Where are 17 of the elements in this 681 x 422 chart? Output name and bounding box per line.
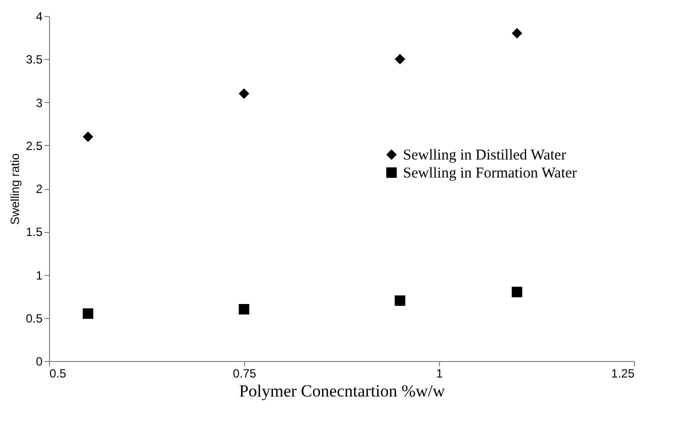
y-tick-label: 0 bbox=[36, 354, 43, 368]
y-tick-label: 1 bbox=[36, 268, 43, 282]
y-tick-label: 4 bbox=[36, 10, 43, 24]
x-tick-label: 0.5 bbox=[50, 366, 67, 380]
y-axis-title: Swelling ratio bbox=[8, 152, 22, 225]
y-tick-label: 1.5 bbox=[26, 225, 43, 240]
x-tick-label: 0.75 bbox=[232, 366, 256, 380]
x-tick-label: 1.25 bbox=[611, 366, 635, 380]
y-tick-label: 3 bbox=[36, 96, 43, 110]
y-tick-label: 2 bbox=[36, 182, 43, 196]
y-tick-label: 3.5 bbox=[26, 52, 43, 67]
x-tick-label: 1 bbox=[436, 366, 444, 380]
y-tick-label: 2.5 bbox=[26, 138, 43, 153]
x-axis-title: Polymer Conecntartion %w/w bbox=[239, 382, 446, 400]
y-tick-label: 0.5 bbox=[26, 311, 43, 326]
legend-label: Sewlling in Formation Water bbox=[403, 166, 577, 182]
legend-label: Sewlling in Distilled Water bbox=[403, 148, 566, 164]
